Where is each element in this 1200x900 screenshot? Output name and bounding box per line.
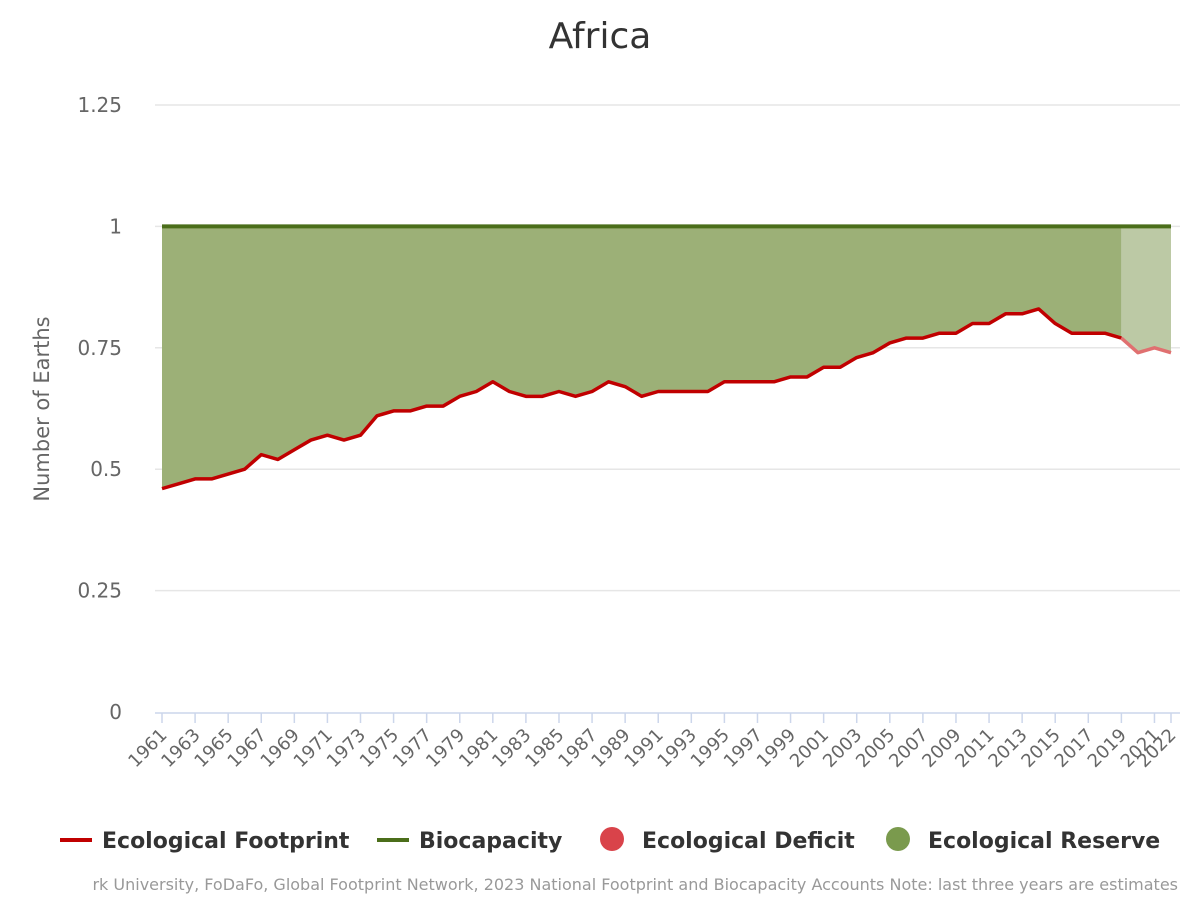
legend-item[interactable]: Ecological Footprint <box>60 829 350 854</box>
credits-text: rk University, FoDaFo, Global Footprint … <box>92 875 1178 894</box>
legend-label: Biocapacity <box>419 829 562 854</box>
legend-symbol <box>886 827 910 851</box>
ecological-footprint-line-estimate <box>1120 336 1172 355</box>
chart-title: Africa <box>549 16 652 57</box>
reserve-area <box>162 226 1171 489</box>
y-axis-ticks: 0 0.25 0.5 0.75 1 1.25 <box>77 93 122 724</box>
y-tick-label: 0.75 <box>77 336 122 360</box>
ecological-footprint-line <box>161 307 1122 491</box>
y-tick-label: 0.25 <box>77 579 122 603</box>
y-tick-label: 1 <box>109 214 122 238</box>
reserve-area-fill-estimate <box>1121 226 1171 353</box>
legend-label: Ecological Footprint <box>102 829 350 854</box>
x-axis: 1961196319651967196919711973197519771979… <box>124 712 1181 772</box>
legend-item[interactable]: Ecological Deficit <box>600 827 855 854</box>
legend-item[interactable]: Ecological Reserve <box>886 827 1160 854</box>
y-tick-label: 1.25 <box>77 93 122 117</box>
legend: Ecological Footprint Biocapacity Ecologica… <box>60 827 1160 854</box>
reserve-area-fill <box>162 226 1122 489</box>
legend-item[interactable]: Biocapacity <box>377 829 562 854</box>
legend-symbol <box>600 827 624 851</box>
series-lines <box>161 224 1172 491</box>
legend-label: Ecological Reserve <box>928 829 1160 854</box>
legend-label: Ecological Deficit <box>642 829 855 854</box>
y-axis-title: Number of Earths <box>30 316 54 501</box>
y-tick-label: 0 <box>109 700 122 724</box>
y-tick-label: 0.5 <box>90 457 122 481</box>
